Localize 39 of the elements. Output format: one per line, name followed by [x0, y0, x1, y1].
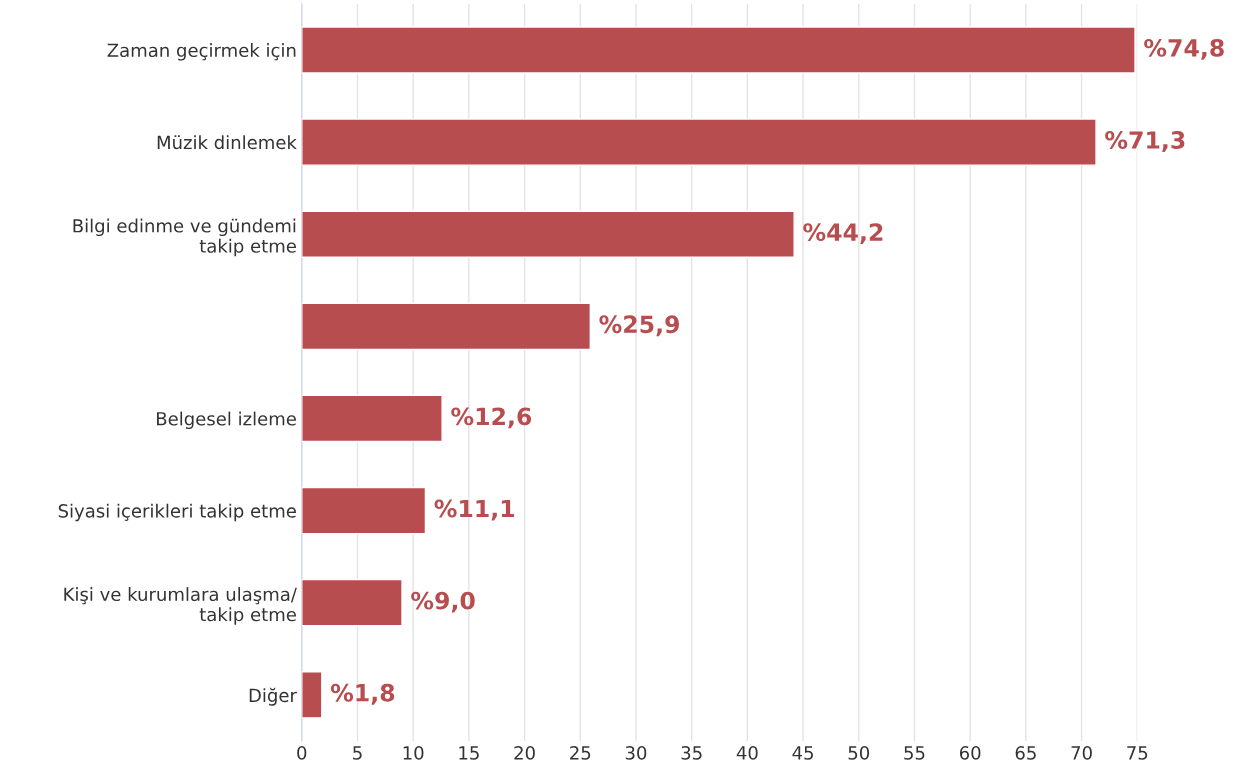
- x-tick-label: 20: [514, 746, 535, 760]
- bar: [301, 394, 443, 443]
- data-label: %1,8: [330, 683, 395, 705]
- x-tick-label: 35: [681, 746, 702, 760]
- data-label: %44,2: [803, 223, 883, 245]
- y-tick-label: Siyasi içerikleri takip etme: [58, 503, 296, 522]
- data-label: %11,1: [434, 499, 515, 521]
- bar: [301, 486, 427, 535]
- bar: [301, 210, 795, 258]
- x-tick-label: 5: [353, 746, 362, 760]
- y-tick-label: Diğer: [249, 687, 297, 706]
- x-tick-label: 10: [403, 746, 424, 760]
- x-tick-label: 30: [625, 746, 647, 760]
- x-tick-label: 0: [297, 746, 307, 760]
- y-tick-label: Zaman geçirmek için: [107, 43, 296, 61]
- data-label: %71,3: [1105, 131, 1185, 152]
- x-tick-label: 45: [792, 746, 813, 760]
- x-tick-label: 75: [1127, 746, 1148, 760]
- bar: [301, 578, 403, 627]
- x-tick-label: 40: [736, 746, 758, 760]
- bar: [301, 671, 323, 719]
- x-tick-label: 70: [1071, 746, 1092, 760]
- y-tick-label: Kişi ve kurumlara ulaşma/ takip etme: [64, 587, 297, 625]
- x-tick-label: 25: [570, 746, 591, 760]
- data-label: %9,0: [411, 591, 475, 613]
- x-tick-label: 50: [848, 746, 870, 760]
- x-tick-label: 60: [959, 746, 981, 760]
- data-label: %12,6: [451, 407, 532, 429]
- y-tick-label: Müzik dinlemek: [157, 135, 297, 150]
- bar: [301, 302, 591, 351]
- y-tick-label: Belgesel izleme: [157, 411, 296, 430]
- y-tick-label: Bilgi edinme ve gündemi takip etme: [73, 218, 296, 257]
- data-label: %25,9: [599, 315, 680, 337]
- x-tick-label: 15: [459, 746, 479, 760]
- data-label: %74,8: [1144, 38, 1224, 60]
- x-tick-label: 65: [1015, 746, 1036, 760]
- bar: [301, 26, 1136, 74]
- bar: [301, 118, 1097, 166]
- x-tick-label: 55: [904, 746, 925, 760]
